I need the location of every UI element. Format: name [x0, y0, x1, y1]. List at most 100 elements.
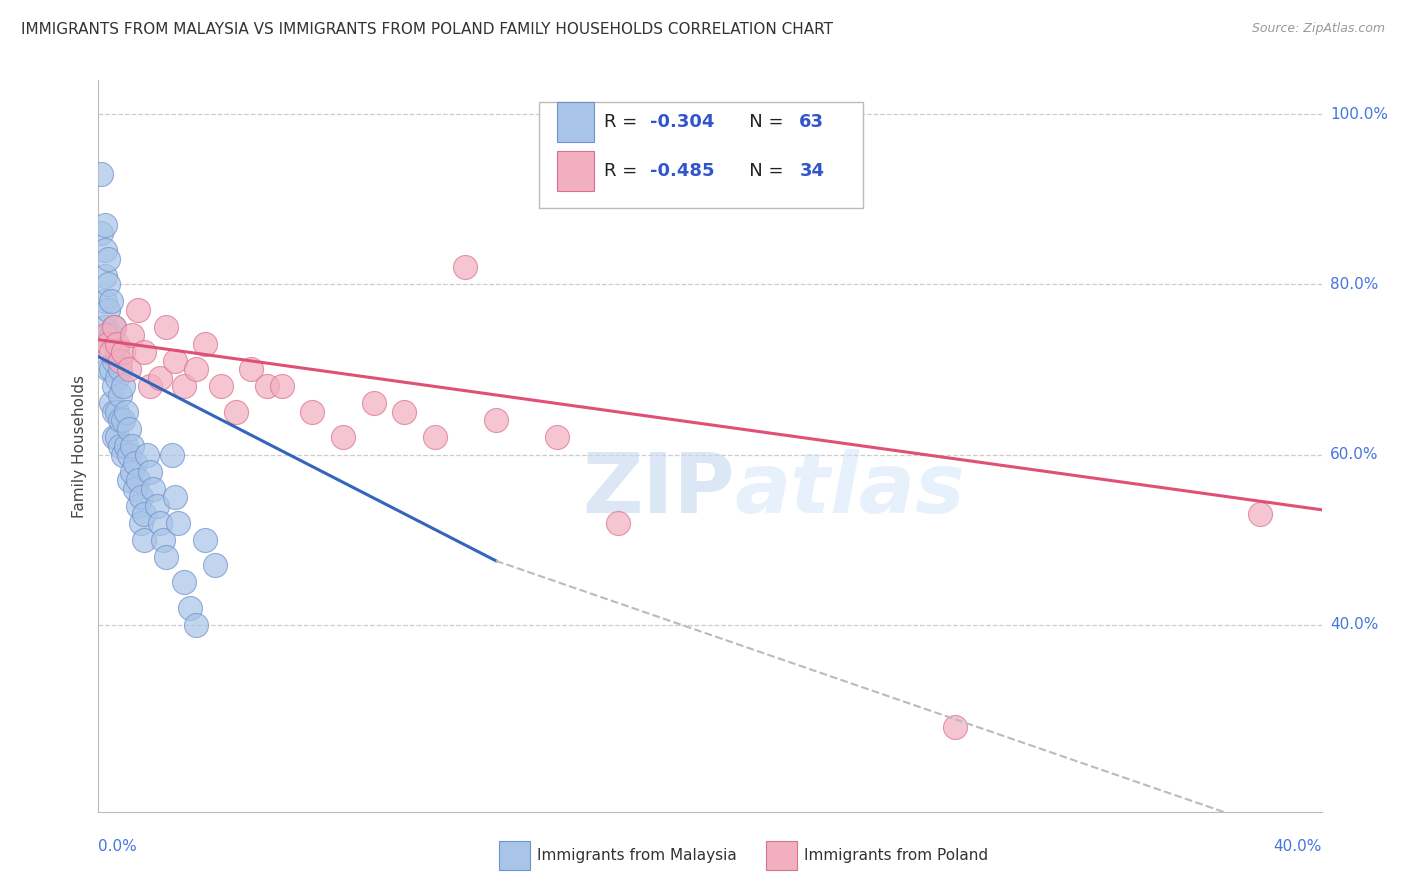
Text: Immigrants from Poland: Immigrants from Poland: [804, 848, 988, 863]
Point: [97, 277, 120, 292]
Point: [134, 533, 156, 547]
Point: [118, 448, 141, 462]
Point: [111, 448, 134, 462]
Point: [173, 379, 195, 393]
Bar: [557, 103, 593, 143]
Point: [225, 405, 247, 419]
Point: [392, 405, 416, 419]
Point: [160, 448, 183, 462]
Text: 63: 63: [800, 113, 824, 131]
Text: Immigrants from Malaysia: Immigrants from Malaysia: [537, 848, 737, 863]
Point: [163, 354, 186, 368]
Point: [149, 516, 172, 530]
Point: [100, 294, 122, 309]
Point: [100, 362, 122, 376]
Point: [111, 345, 134, 359]
Point: [129, 516, 152, 530]
Point: [108, 413, 131, 427]
Point: [607, 516, 630, 530]
Point: [115, 439, 138, 453]
Point: [142, 482, 165, 496]
Point: [121, 439, 143, 453]
Point: [127, 499, 149, 513]
Point: [103, 320, 125, 334]
Point: [97, 362, 120, 376]
Point: [301, 405, 323, 419]
Point: [129, 490, 152, 504]
Point: [485, 413, 508, 427]
Point: [103, 354, 125, 368]
Point: [118, 362, 141, 376]
Point: [121, 465, 143, 479]
Text: N =: N =: [733, 162, 789, 180]
Point: [111, 379, 134, 393]
Point: [111, 413, 134, 427]
Point: [155, 549, 177, 564]
Point: [105, 405, 128, 419]
Point: [363, 396, 385, 410]
Text: 0.0%: 0.0%: [98, 839, 138, 855]
Point: [118, 473, 141, 487]
Text: 100.0%: 100.0%: [1330, 107, 1388, 122]
Point: [103, 379, 125, 393]
Point: [124, 456, 146, 470]
Point: [256, 379, 278, 393]
Point: [194, 533, 217, 547]
Text: IMMIGRANTS FROM MALAYSIA VS IMMIGRANTS FROM POLAND FAMILY HOUSEHOLDS CORRELATION: IMMIGRANTS FROM MALAYSIA VS IMMIGRANTS F…: [21, 22, 834, 37]
Point: [103, 405, 125, 419]
Point: [97, 252, 120, 266]
Point: [423, 430, 446, 444]
Point: [93, 218, 115, 232]
Point: [179, 600, 201, 615]
Point: [93, 268, 115, 283]
Text: R =: R =: [603, 162, 643, 180]
Point: [270, 379, 292, 393]
Point: [115, 405, 138, 419]
Text: R =: R =: [603, 113, 643, 131]
Point: [97, 328, 120, 343]
Point: [108, 354, 131, 368]
Point: [134, 345, 156, 359]
Point: [194, 337, 217, 351]
FancyBboxPatch shape: [538, 103, 863, 209]
Text: 60.0%: 60.0%: [1330, 447, 1378, 462]
Text: ZIP: ZIP: [582, 450, 734, 531]
Point: [1249, 507, 1271, 521]
Point: [173, 575, 195, 590]
Point: [100, 328, 122, 343]
Text: N =: N =: [733, 113, 789, 131]
Point: [100, 345, 122, 359]
Text: 34: 34: [800, 162, 824, 180]
Point: [100, 396, 122, 410]
Point: [121, 328, 143, 343]
Point: [145, 499, 167, 513]
Y-axis label: Family Households: Family Households: [72, 375, 87, 517]
Text: 40.0%: 40.0%: [1330, 617, 1378, 632]
Point: [943, 720, 966, 734]
Point: [93, 328, 115, 343]
Point: [124, 482, 146, 496]
Point: [108, 388, 131, 402]
Point: [186, 617, 208, 632]
Point: [155, 320, 177, 334]
Point: [105, 337, 128, 351]
Text: 40.0%: 40.0%: [1274, 839, 1322, 855]
Point: [105, 345, 128, 359]
Point: [163, 490, 186, 504]
Point: [90, 167, 112, 181]
Bar: [557, 152, 593, 192]
Point: [93, 244, 115, 258]
Point: [332, 430, 354, 444]
Point: [149, 371, 172, 385]
Point: [118, 422, 141, 436]
Point: [108, 362, 131, 376]
Point: [134, 507, 156, 521]
Point: [105, 430, 128, 444]
Text: -0.304: -0.304: [650, 113, 714, 131]
Point: [136, 448, 159, 462]
Point: [103, 320, 125, 334]
Text: Source: ZipAtlas.com: Source: ZipAtlas.com: [1251, 22, 1385, 36]
Point: [97, 337, 120, 351]
Text: atlas: atlas: [734, 450, 965, 531]
Point: [152, 533, 174, 547]
